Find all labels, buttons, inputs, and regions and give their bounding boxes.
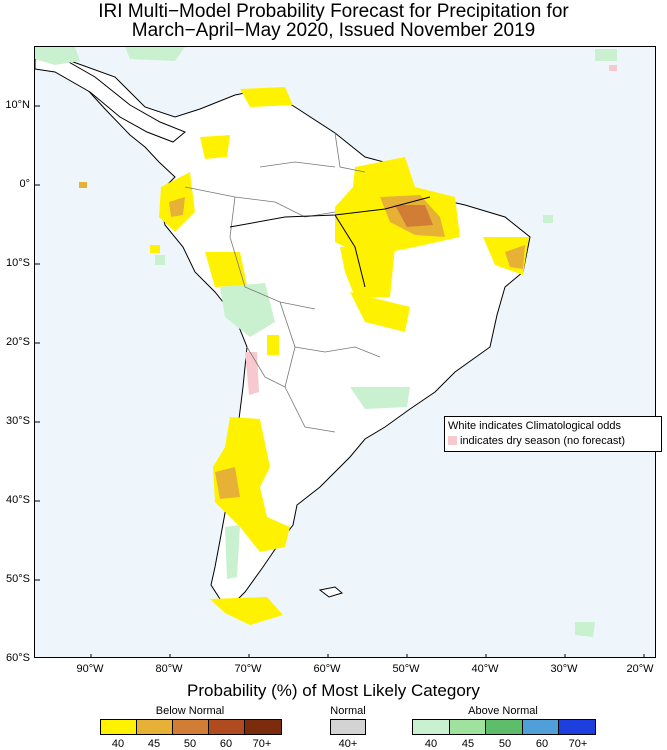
below-patch-chile-core [215,467,240,499]
above-swatch-50 [486,720,523,734]
above-normal-patches [35,47,617,637]
lat-label-20s: 20°S [6,336,30,348]
above-patch-pacific-coast [155,255,165,265]
above-patch-east-brazil [543,215,553,223]
rivers [229,196,431,288]
legend-caption: Probability (%) of Most Likely Category [187,681,480,700]
below-patch-amazon-dark [395,205,433,227]
above-patch-atlantic-south [575,622,595,637]
galapagos-islands [79,182,87,188]
below-swatch-40 [101,720,137,734]
below-label-50: 50 [183,738,197,750]
above-swatch-45 [449,720,487,734]
below-patch-brazil-south [350,292,410,332]
lon-label-70w: 70°W [234,663,262,675]
note-line-white: White indicates Climatological odds [448,420,622,432]
lat-label-0: 0° [19,178,30,190]
below-normal-colorbar [100,719,282,735]
normal-label-40: 40+ [338,738,358,750]
above-swatch-40 [413,720,450,734]
above-patch-andes [220,283,275,337]
above-patch-caribbean [125,47,185,61]
below-label-45: 45 [147,738,161,750]
below-patch-venezuela [240,87,293,107]
below-swatch-60 [209,720,245,734]
dry-patch-atlantic [609,65,617,71]
lon-label-80w: 80°W [155,663,183,675]
frame-ticks [35,105,645,657]
dry-season-swatch [448,436,457,445]
below-patch-peru-coast [150,245,160,253]
above-label-40: 40 [424,738,438,750]
dry-patch-atacama [245,352,259,395]
below-patch-peru [205,252,247,287]
lat-label-30s: 30°S [6,415,30,427]
lon-label-90w: 90°W [76,663,104,675]
above-patch-mexico [35,47,80,65]
above-normal-title: Above Normal [468,705,538,717]
lat-label-50s: 50°S [6,573,30,585]
below-patch-east-coast-core [505,245,525,269]
falkland-islands [318,586,344,598]
country-borders [184,132,381,433]
lat-label-10s: 10°S [6,257,30,269]
dry-season-patches [245,65,617,395]
lon-label-60w: 60°W [313,663,341,675]
normal-colorbar [330,719,366,735]
note-line-dry-text: indicates dry season (no forecast) [460,435,626,447]
above-patch-uruguay [350,387,410,409]
normal-title: Normal [330,705,366,717]
above-label-45: 45 [461,738,475,750]
map-title-line1: IRI Multi−Model Probability Forecast for… [98,1,569,22]
below-patch-brazil-north [267,335,279,355]
map-svg [35,47,645,657]
below-normal-patches [150,87,529,625]
lon-label-20w: 20°W [626,663,654,675]
above-normal-colorbar [412,719,596,735]
lat-label-60s: 60°S [6,652,30,664]
below-swatch-45 [137,720,173,734]
below-patch-colombia [200,135,230,159]
south-america-landmass [63,57,531,608]
below-normal-title: Below Normal [155,705,225,717]
above-swatch-70 [559,720,595,734]
above-label-70: 70+ [568,738,588,750]
normal-swatch-40 [331,720,365,734]
central-america-landmass [35,56,186,143]
below-swatch-70 [245,720,281,734]
lat-label-40s: 40°S [6,494,30,506]
above-swatch-60 [522,720,560,734]
lon-label-50w: 50°W [392,663,420,675]
lon-label-40w: 40°W [471,663,499,675]
below-patch-ecuador-core [169,197,185,217]
below-patch-chile [213,417,290,552]
above-label-60: 60 [535,738,549,750]
below-label-70: 70+ [252,738,272,750]
below-label-40: 40 [111,738,125,750]
above-patch-atlantic-north [595,49,617,61]
below-patch-patagonia-south [210,597,283,625]
below-swatch-50 [173,720,209,734]
note-line-dry: indicates dry season (no forecast) [448,435,625,447]
lat-label-10n: 10°N [5,99,30,111]
below-label-60: 60 [219,738,233,750]
below-patch-brazil-central [340,247,395,297]
map-title-line2: March−April−May 2020, Issued November 20… [131,20,536,41]
forecast-map [34,46,656,658]
above-label-50: 50 [498,738,512,750]
above-patch-patagonia [225,525,240,579]
climatology-note: White indicates Climatological odds indi… [444,416,662,452]
lon-label-30w: 30°W [550,663,578,675]
